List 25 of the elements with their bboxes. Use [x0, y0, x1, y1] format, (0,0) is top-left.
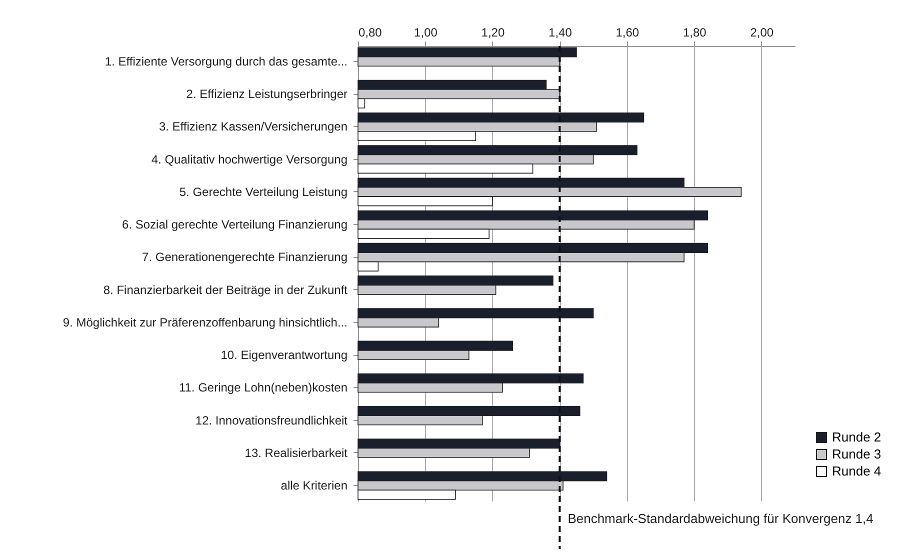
x-tick-label: 1,80	[682, 26, 707, 40]
ref-line-label: Benchmark-Standardabweichung für Konvergenz 1,4	[568, 511, 874, 526]
y-tick-label: 10. Eigenverantwortung	[220, 348, 348, 362]
y-tick-label: 8. Finanzierbarkeit der Beiträge in der Zukunft	[103, 282, 348, 297]
x-tick-label: 1,60	[616, 26, 640, 40]
y-tick-label: alle Kriterien	[280, 478, 348, 493]
x-tick-label: 1,40	[548, 26, 572, 40]
y-tick-label: 3. Effizienz Kassen/Versicherungen	[158, 120, 348, 134]
y-tick-label: 4. Qualitativ hochwertige Versorgung	[151, 152, 348, 166]
y-tick-label: 13. Realisierbarkeit	[244, 446, 348, 460]
x-tick-label: 1,00	[414, 26, 438, 40]
x-tick-label: 1,20	[481, 26, 505, 40]
y-tick-label: 9. Möglichkeit zur Präferenzoffenbarung hinsichtlich...	[62, 315, 348, 330]
x-tick-label: 2,00	[750, 26, 774, 40]
x-tick-label: 0,80	[358, 26, 382, 40]
y-tick-label: 5. Gerechte Verteilung Leistung	[179, 184, 348, 199]
y-tick-label: 6. Sozial gerechte Verteilung Finanzierung	[122, 218, 348, 232]
y-tick-label: 12. Innovationsfreundlichkeit	[195, 413, 348, 428]
y-tick-label: 1. Effiziente Versorgung durch das gesamte...	[104, 54, 348, 68]
y-tick-label: 7. Generationengerechte Finanzierung	[142, 250, 348, 264]
legend-label: Runde 3	[832, 446, 882, 462]
legend-label: Runde 2	[832, 430, 882, 444]
y-tick-label: 2. Effizienz Leistungserbringer	[186, 87, 348, 102]
y-tick-label: 11. Geringe Lohn(neben)kosten	[178, 380, 348, 395]
legend-label: Runde 4	[832, 464, 882, 478]
